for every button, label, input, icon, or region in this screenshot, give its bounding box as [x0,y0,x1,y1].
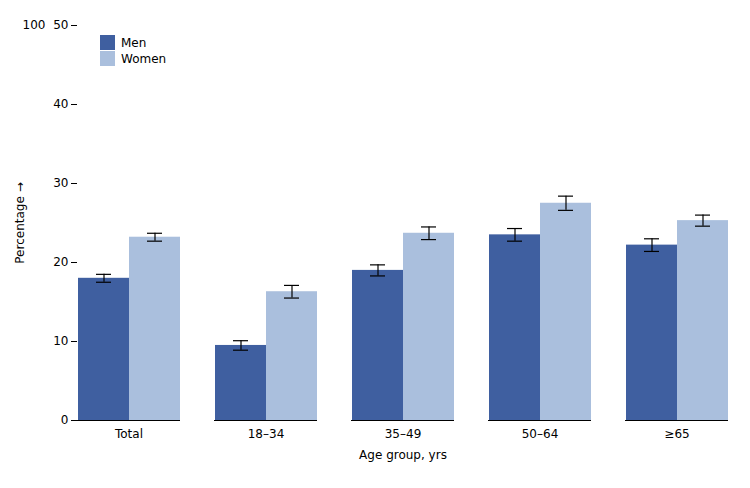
html-text:Men: Men [121,35,147,50]
svg-text:100: 100 [23,18,46,32]
svg-text:50–64: 50–64 [522,427,559,441]
svg-text:10: 10 [53,334,68,348]
svg-text:30: 30 [53,176,68,190]
svg-text:18–34: 18–34 [248,427,285,441]
svg-text:Percentage →: Percentage → [13,182,27,263]
svg-text:Total: Total [114,427,143,441]
svg-text:≥65: ≥65 [664,427,689,441]
svg-text:40: 40 [53,97,68,111]
svg-text:20: 20 [53,255,68,269]
svg-text:35–49: 35–49 [385,427,422,441]
svg-text:0: 0 [61,413,69,427]
svg-text:50: 50 [53,18,68,32]
html-text:Women: Women [121,51,167,66]
svg-text:Age group, yrs: Age group, yrs [359,448,447,462]
